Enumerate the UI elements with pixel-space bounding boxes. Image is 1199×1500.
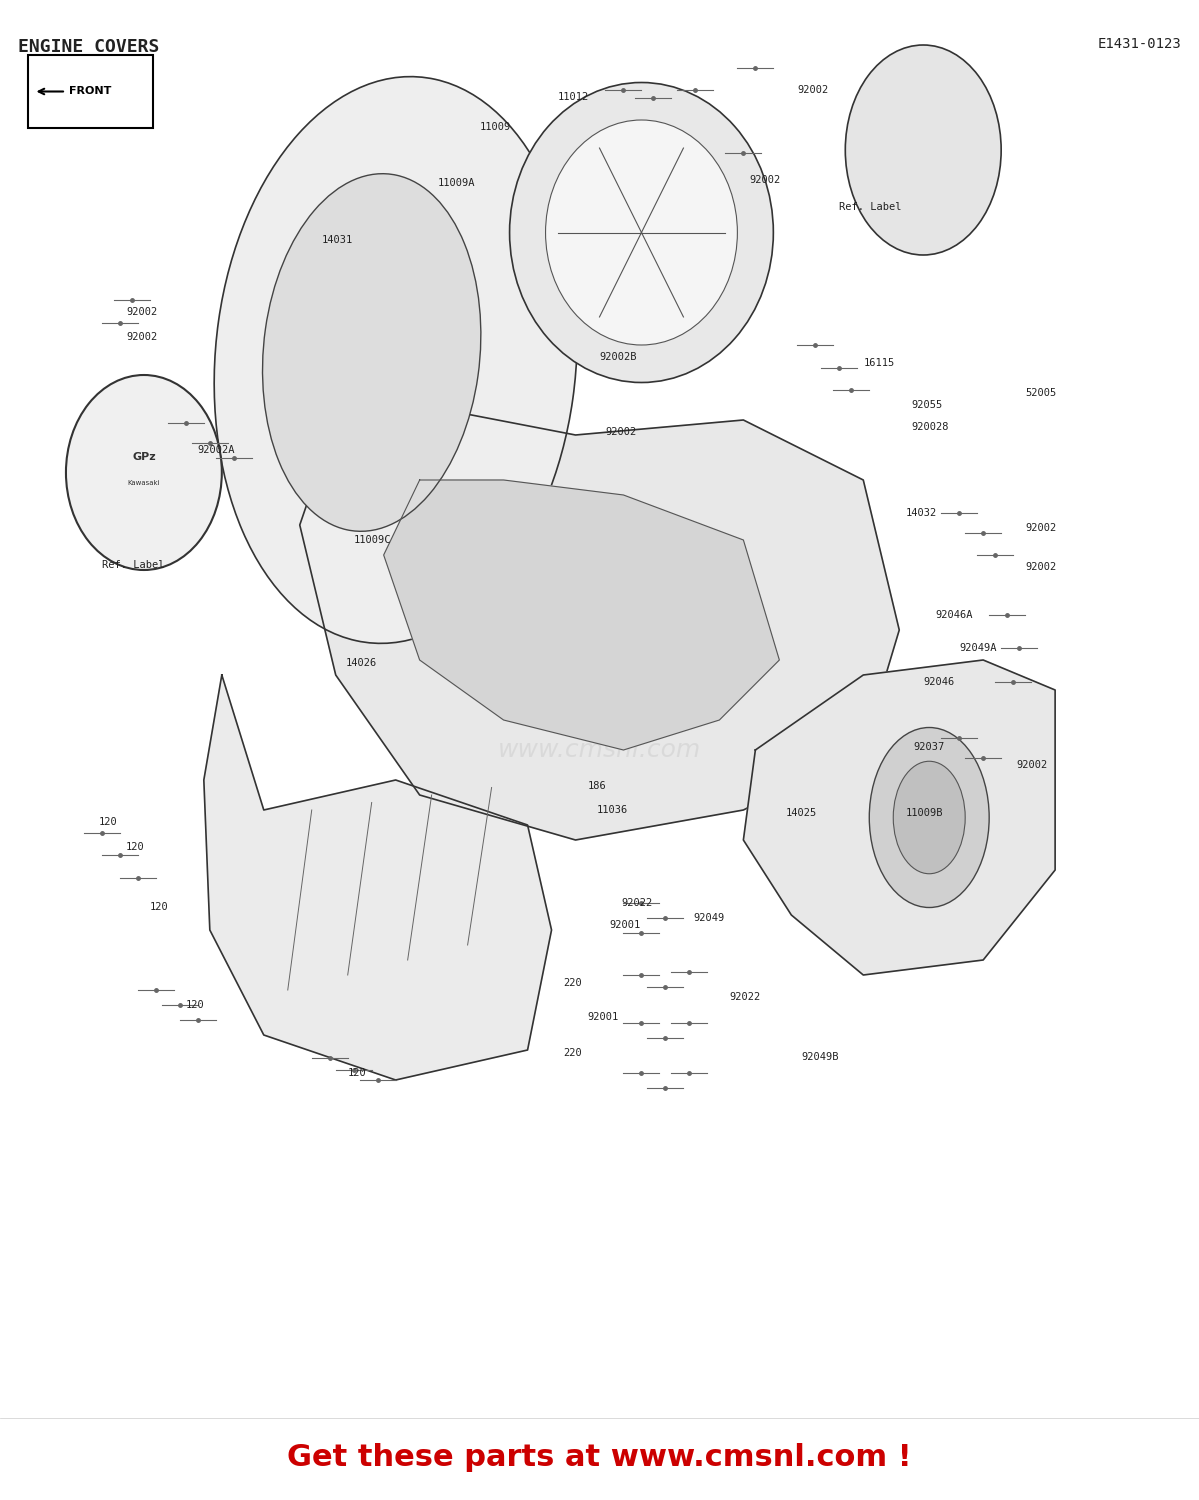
Text: 11009C: 11009C (354, 536, 391, 544)
Text: 14031: 14031 (321, 236, 353, 244)
Text: 92002: 92002 (605, 427, 637, 436)
Text: 14025: 14025 (785, 808, 817, 818)
Text: Kawasaki: Kawasaki (127, 480, 161, 486)
Text: FRONT: FRONT (68, 87, 112, 96)
Text: 92046: 92046 (923, 678, 954, 687)
Text: 92002: 92002 (1025, 524, 1056, 532)
Text: 92055: 92055 (911, 400, 942, 410)
Text: 14032: 14032 (905, 509, 936, 518)
Text: 92022: 92022 (621, 898, 652, 908)
Text: 120: 120 (98, 818, 118, 827)
Text: 11009B: 11009B (905, 808, 942, 818)
Ellipse shape (893, 762, 965, 873)
Polygon shape (204, 675, 552, 1080)
Ellipse shape (845, 45, 1001, 255)
Text: 92002: 92002 (797, 86, 829, 94)
Text: 92002: 92002 (126, 333, 157, 342)
Text: ENGINE COVERS: ENGINE COVERS (18, 38, 159, 56)
Text: Get these parts at www.cmsnl.com !: Get these parts at www.cmsnl.com ! (288, 1443, 911, 1473)
Text: 120: 120 (126, 843, 145, 852)
Text: 120: 120 (348, 1068, 367, 1077)
FancyBboxPatch shape (28, 56, 153, 128)
Circle shape (66, 375, 222, 570)
Text: 92002: 92002 (126, 308, 157, 316)
Text: 52005: 52005 (1025, 388, 1056, 398)
Text: 920028: 920028 (911, 423, 948, 432)
Polygon shape (743, 660, 1055, 975)
Text: 220: 220 (564, 1048, 583, 1058)
Text: 120: 120 (150, 903, 169, 912)
Text: GPz: GPz (132, 453, 156, 462)
Text: 120: 120 (186, 1000, 205, 1010)
Text: 92001: 92001 (588, 1013, 619, 1022)
Text: 11012: 11012 (558, 93, 589, 102)
Text: 220: 220 (564, 978, 583, 987)
Text: 186: 186 (588, 782, 607, 790)
Ellipse shape (215, 76, 577, 644)
Ellipse shape (546, 120, 737, 345)
Text: 92002: 92002 (1017, 760, 1048, 770)
Text: 16115: 16115 (863, 358, 894, 368)
Text: 92049: 92049 (693, 914, 724, 922)
Text: 92049B: 92049B (801, 1053, 838, 1062)
Text: E1431-0123: E1431-0123 (1097, 38, 1181, 51)
Text: 11009A: 11009A (438, 178, 475, 188)
Polygon shape (300, 405, 899, 840)
Text: 11036: 11036 (597, 806, 628, 814)
Text: 92022: 92022 (729, 993, 760, 1002)
Polygon shape (384, 480, 779, 750)
Text: 92002: 92002 (1025, 562, 1056, 572)
Text: www.cmsnl.com: www.cmsnl.com (498, 738, 701, 762)
Ellipse shape (869, 728, 989, 908)
Text: 92002A: 92002A (198, 446, 235, 454)
Text: Ref. Label: Ref. Label (102, 561, 164, 570)
Text: 92049A: 92049A (959, 644, 996, 652)
Text: Ref. Label: Ref. Label (839, 202, 902, 211)
Text: 92046A: 92046A (935, 610, 972, 620)
Text: 14026: 14026 (345, 658, 376, 668)
Text: 92037: 92037 (914, 742, 945, 752)
Ellipse shape (510, 82, 773, 382)
Text: 11009: 11009 (480, 123, 511, 132)
Text: 92002: 92002 (749, 176, 781, 184)
Ellipse shape (263, 174, 481, 531)
Text: 92002B: 92002B (600, 352, 637, 362)
Text: 92001: 92001 (609, 921, 640, 930)
